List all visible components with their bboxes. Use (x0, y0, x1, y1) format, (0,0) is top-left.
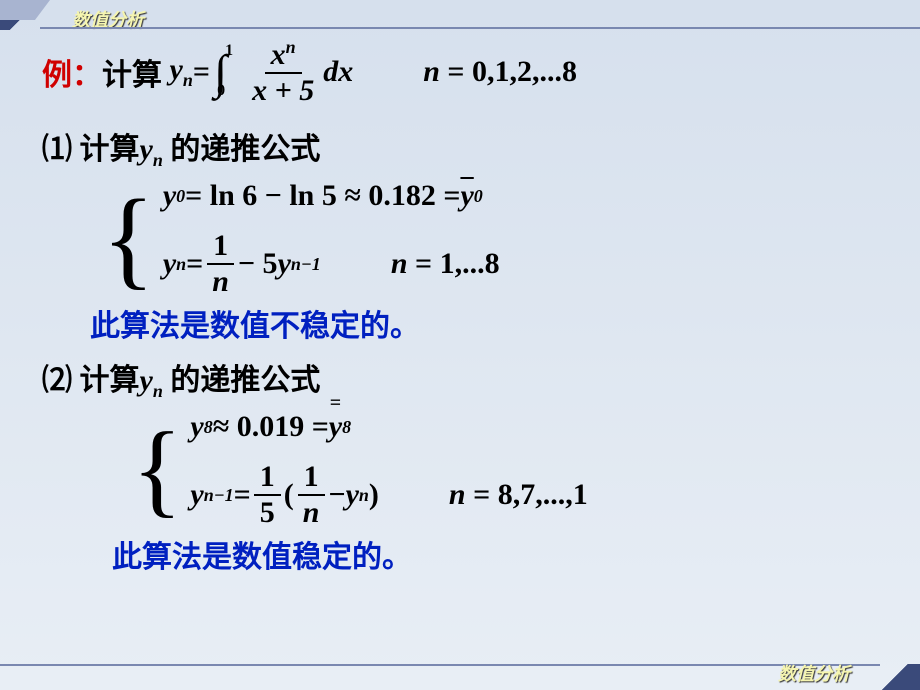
slide-content: 例： 计算 yn = ∫ 1 0 xn x + 5 dx n = 0,1,2,.… (42, 38, 890, 586)
corner-decoration-tl (0, 0, 70, 30)
example-line: 例： 计算 yn = ∫ 1 0 xn x + 5 dx n = 0,1,2,.… (42, 38, 890, 106)
example-label: 例： (42, 50, 102, 94)
yn-recursion-2: yn−1 = 15 ( 1n − yn ) n = 8,7,...,1 (190, 462, 587, 528)
formula-group-2: { y8 ≈ 0.019 = y8 yn−1 = 15 ( 1n − yn ) … (132, 410, 890, 528)
sect1-tail: 的递推公式 (163, 133, 321, 166)
corner-decoration-br (850, 664, 920, 690)
y0-equation: y0 = ln 6 − ln 5 ≈ 0.182 = y0 (163, 179, 500, 213)
dx-text: dx (323, 55, 353, 89)
yn-recursion-1: yn = 1n − 5yn−1 n = 1,...8 (163, 231, 500, 297)
sect1-compute: 计算 (80, 133, 140, 166)
footer-line (0, 664, 880, 666)
section-1: ⑴ 计算yn 的递推公式 (42, 124, 890, 171)
sect2-compute: 计算 (80, 364, 140, 397)
n-range: n = 0,1,2,...8 (423, 55, 577, 89)
formula-group-1: { y0 = ln 6 − ln 5 ≈ 0.182 = y0 yn = 1n … (102, 179, 890, 297)
note-2: 此算法是数值稳定的。 (112, 532, 890, 576)
left-brace-2: { (132, 422, 182, 517)
note-1: 此算法是数值不稳定的。 (90, 301, 890, 345)
footer-title: 数值分析 (778, 660, 850, 686)
header-line (40, 27, 920, 29)
yn-text: yn (170, 53, 193, 91)
sect2-tail: 的递推公式 (163, 364, 321, 397)
compute-text: 计算 (102, 50, 162, 94)
y8-equation: y8 ≈ 0.019 = y8 (190, 410, 587, 444)
eq-sign: = (193, 55, 210, 89)
section-2: ⑵ 计算yn 的递推公式 (42, 355, 890, 402)
integrand-fraction: xn x + 5 (246, 38, 320, 106)
sect1-num: ⑴ (42, 133, 72, 166)
left-brace-1: { (102, 189, 155, 288)
integral: ∫ 1 0 (214, 45, 239, 100)
sect2-num: ⑵ (42, 364, 72, 397)
